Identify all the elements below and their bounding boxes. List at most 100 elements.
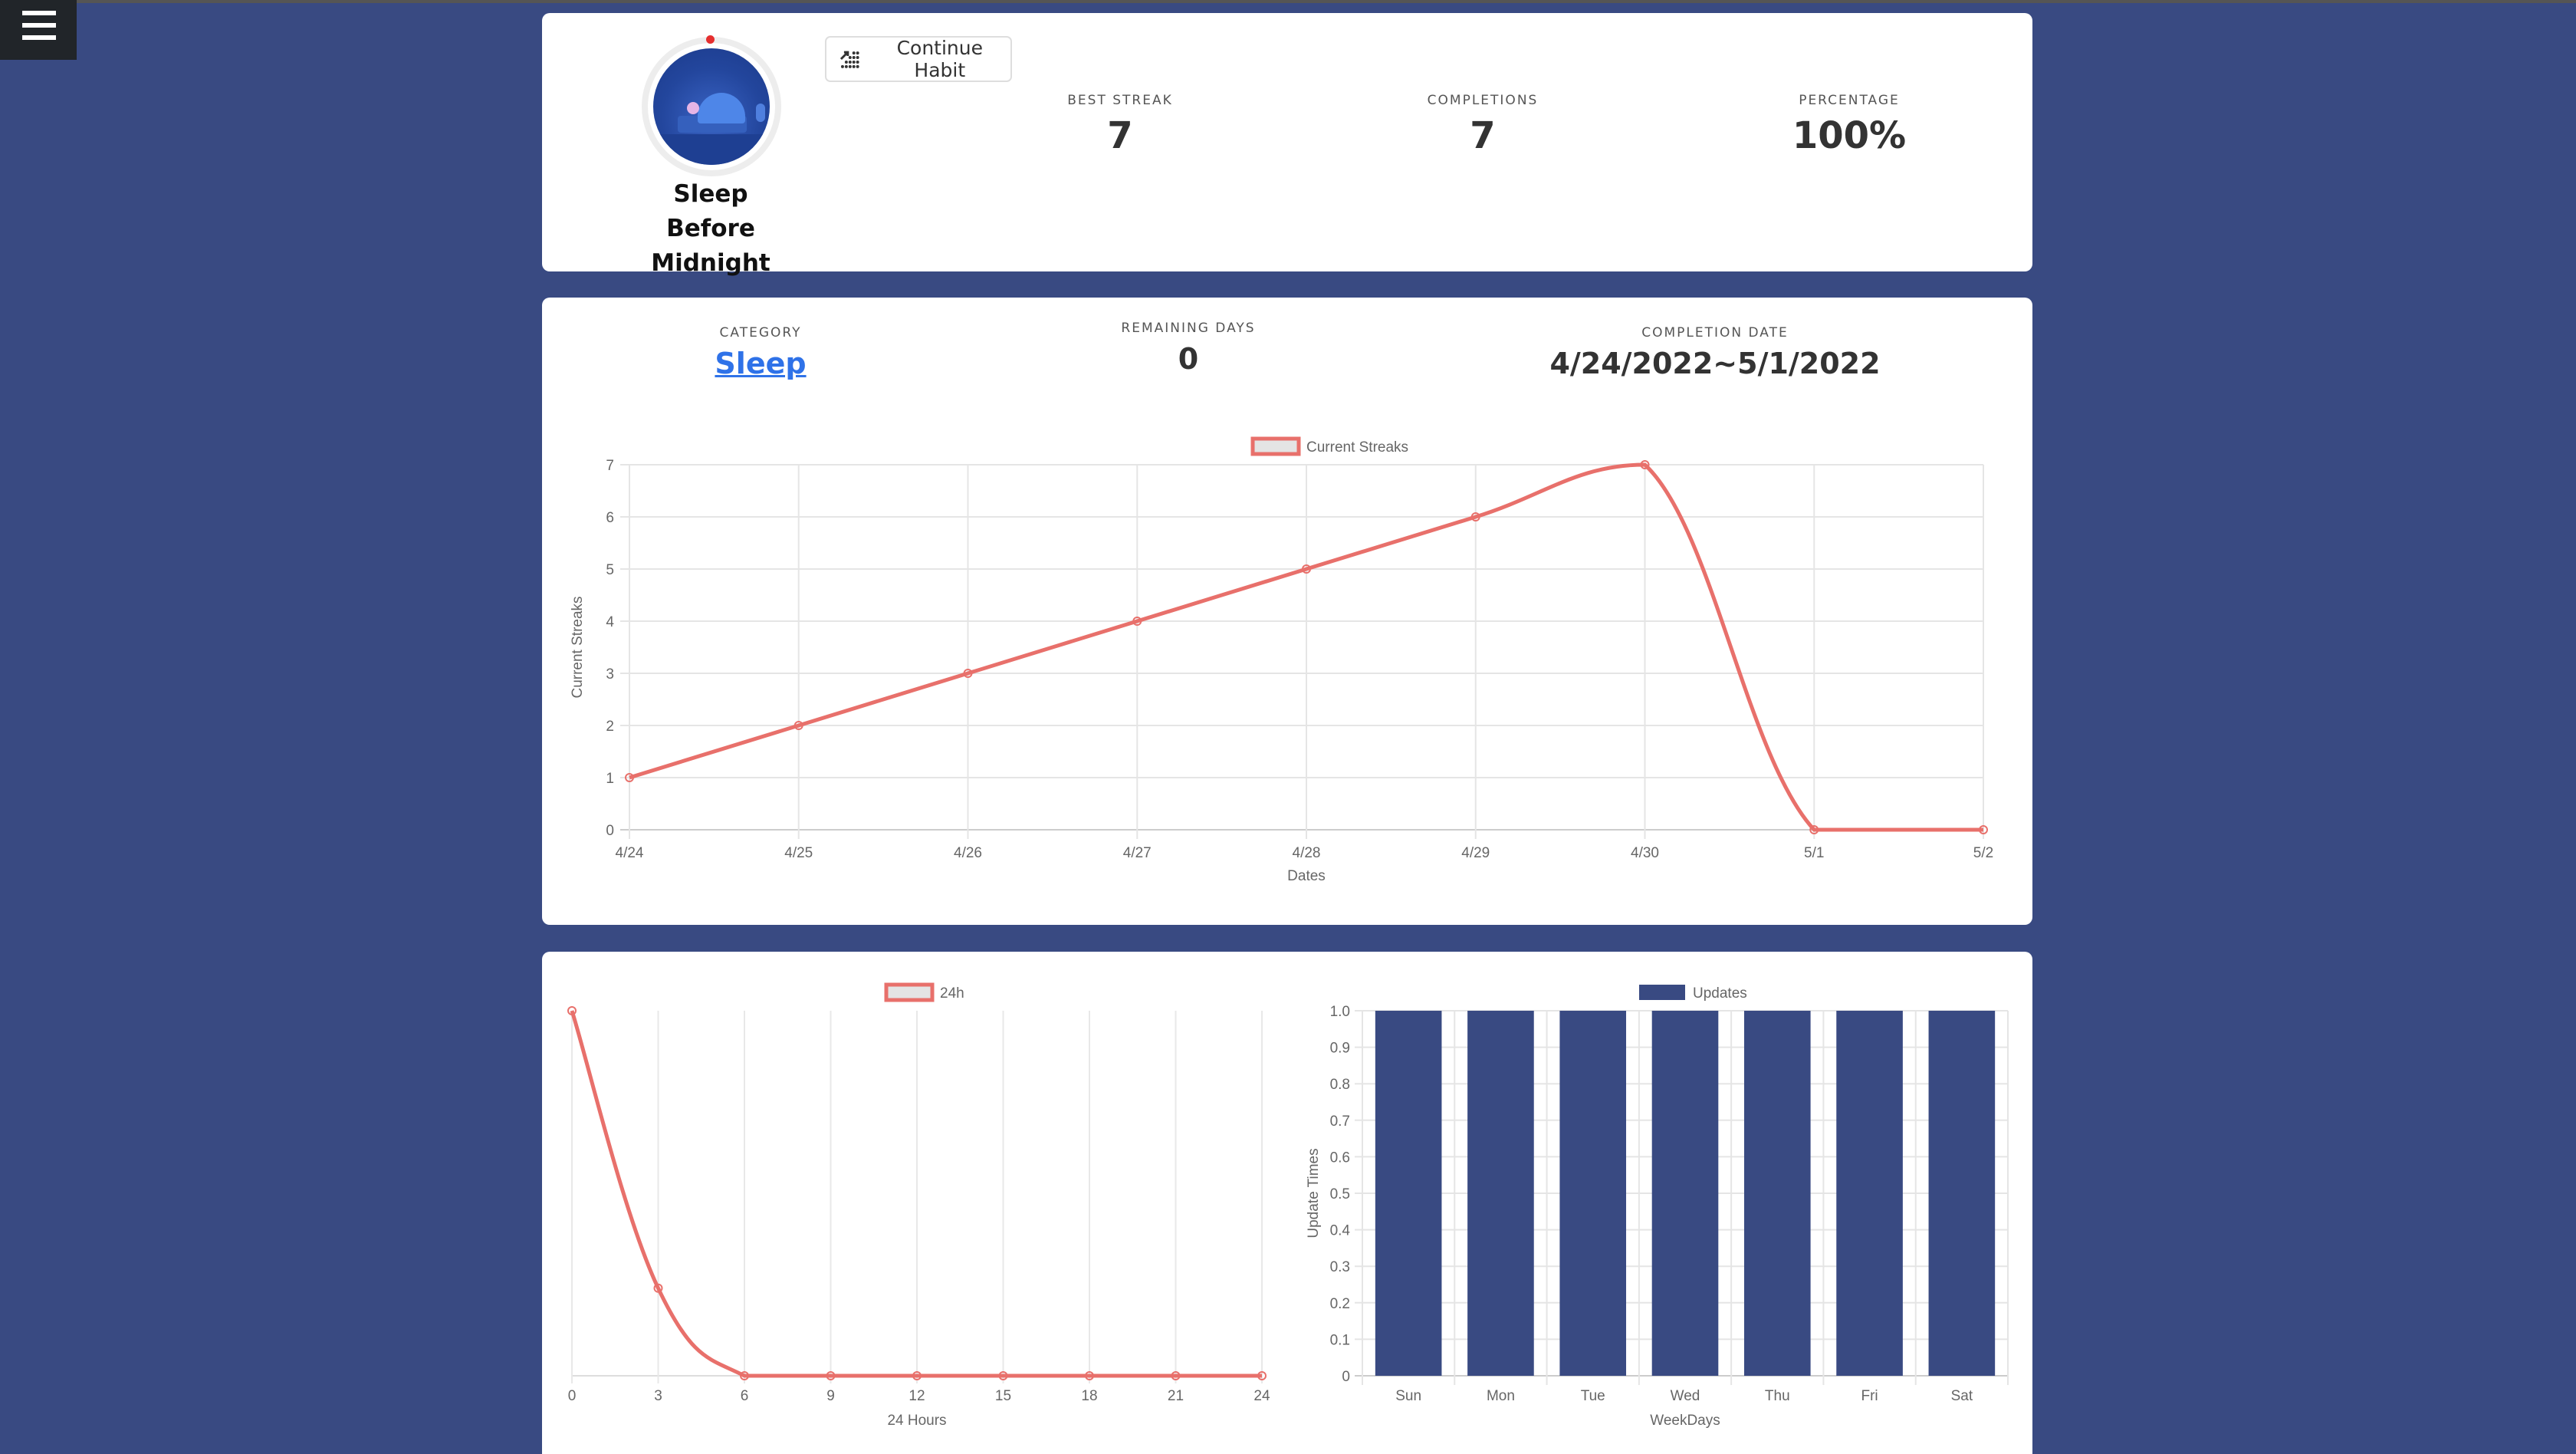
legend-label[interactable]: 24h <box>940 985 964 1002</box>
x-axis-title: 24 Hours <box>887 1413 946 1429</box>
y-tick-label: 1.0 <box>1330 1004 1350 1020</box>
x-tick-label: Mon <box>1487 1388 1515 1404</box>
stat-completions: COMPLETIONS 7 <box>1322 93 1644 157</box>
x-tick-label: 0 <box>568 1388 577 1404</box>
y-tick-label: 7 <box>606 458 614 474</box>
y-tick-label: 0.4 <box>1330 1223 1351 1239</box>
weekday-bar[interactable] <box>1467 1011 1534 1376</box>
completion-date-value: 4/24/2022~5/1/2022 <box>1549 347 1881 380</box>
data-point[interactable] <box>998 1371 1008 1380</box>
streak-line <box>629 462 1983 832</box>
legend-swatch[interactable] <box>884 982 935 1002</box>
hamburger-menu-icon <box>22 11 56 15</box>
stat-label: BEST STREAK <box>1067 93 1173 108</box>
y-tick-label: 1 <box>606 771 614 787</box>
hamburger-menu-icon-bar <box>22 23 56 28</box>
data-point[interactable] <box>1979 825 1988 834</box>
data-point[interactable] <box>794 721 803 730</box>
legend-label[interactable]: Updates <box>1693 985 1747 1002</box>
x-axis-title: WeekDays <box>1650 1413 1720 1429</box>
data-point[interactable] <box>1132 617 1142 626</box>
x-tick-label: 3 <box>654 1388 662 1404</box>
x-tick-label: 5/1 <box>1804 845 1824 861</box>
data-point[interactable] <box>912 1371 922 1380</box>
stat-best-streak: BEST STREAK 7 <box>959 93 1281 157</box>
y-tick-label: 0.5 <box>1330 1186 1350 1202</box>
legend-swatch[interactable] <box>1250 436 1301 456</box>
remaining-days-value: 0 <box>1178 342 1199 376</box>
habit-name: Sleep Before Midnight <box>651 180 770 277</box>
y-tick-label: 0.8 <box>1330 1077 1350 1093</box>
avatar-progress-dot <box>706 35 715 44</box>
data-point[interactable] <box>1171 1371 1181 1380</box>
data-point[interactable] <box>1085 1371 1094 1380</box>
data-point[interactable] <box>625 773 634 782</box>
x-tick-label: 6 <box>741 1388 749 1404</box>
habit-avatar <box>642 37 781 176</box>
completion-date-label: COMPLETION DATE <box>1641 325 1789 340</box>
weekday-bar[interactable] <box>1651 1011 1719 1376</box>
hamburger-menu-button[interactable] <box>0 0 77 60</box>
y-tick-label: 0.3 <box>1330 1259 1350 1275</box>
weekday-bar[interactable] <box>1928 1011 1996 1376</box>
data-point[interactable] <box>1470 512 1480 521</box>
data-point[interactable] <box>1809 825 1819 834</box>
y-axis-title: Current Streaks <box>570 596 586 698</box>
x-tick-label: 5/2 <box>1973 845 1993 861</box>
habit-details-card: CATEGORY Sleep REMAINING DAYS 0 COMPLETI… <box>542 298 2032 925</box>
category-info: CATEGORY Sleep <box>646 325 876 380</box>
x-axis-title: Dates <box>1287 868 1326 884</box>
x-tick-label: 21 <box>1168 1388 1184 1404</box>
y-tick-label: 0.9 <box>1330 1041 1350 1057</box>
y-tick-label: 0.7 <box>1330 1114 1350 1130</box>
x-tick-label: Wed <box>1671 1388 1700 1404</box>
weekday-bar-chart: 0 0.1 0.2 0.3 0.4 0.5 0.6 0.7 0.8 0.9 1.0 Sun Mon Tue… <box>1306 985 2009 1429</box>
hours-line-chart: 0 3 6 9 12 15 18 21 24 24 Hours 24h <box>567 982 1270 1429</box>
data-point[interactable] <box>1640 460 1650 469</box>
window-top-border <box>0 0 2576 3</box>
x-tick-label: 15 <box>995 1388 1011 1404</box>
legend-swatch[interactable] <box>1639 985 1685 1000</box>
data-point[interactable] <box>1257 1371 1267 1380</box>
x-tick-label: 9 <box>826 1388 835 1404</box>
category-label: CATEGORY <box>719 325 802 340</box>
category-link[interactable]: Sleep <box>715 347 807 380</box>
y-tick-label: 0 <box>1342 1369 1350 1385</box>
remaining-days-info: REMAINING DAYS 0 <box>1073 321 1303 376</box>
stat-percentage: PERCENTAGE 100% <box>1688 93 2010 157</box>
y-tick-label: 6 <box>606 510 614 526</box>
data-point[interactable] <box>826 1371 836 1380</box>
x-tick-label: Thu <box>1765 1388 1790 1404</box>
legend-label[interactable]: Current Streaks <box>1306 439 1408 456</box>
y-tick-label: 4 <box>606 614 614 630</box>
continue-habit-button[interactable]: Continue Habit <box>825 36 1012 82</box>
y-tick-label: 5 <box>606 562 614 578</box>
y-tick-label: 0 <box>606 823 614 839</box>
x-tick-label: Tue <box>1581 1388 1605 1404</box>
x-tick-label: Fri <box>1861 1388 1878 1404</box>
x-tick-label: 24 <box>1254 1388 1270 1404</box>
data-point[interactable] <box>740 1371 749 1380</box>
x-tick-label: 4/28 <box>1293 845 1321 861</box>
x-tick-label: 4/26 <box>954 845 982 861</box>
y-tick-label: 3 <box>606 666 614 683</box>
weekday-bar[interactable] <box>1743 1011 1811 1376</box>
weekday-bar[interactable] <box>1559 1011 1627 1376</box>
data-point[interactable] <box>567 1006 577 1015</box>
weekday-bar[interactable] <box>1375 1011 1442 1376</box>
stat-label: PERCENTAGE <box>1799 93 1900 108</box>
x-tick-label: 4/27 <box>1123 845 1152 861</box>
x-tick-label: Sun <box>1395 1388 1421 1404</box>
stat-value: 7 <box>1107 114 1133 157</box>
y-tick-label: 0.2 <box>1330 1296 1350 1312</box>
weekday-bar[interactable] <box>1836 1011 1903 1376</box>
x-tick-label: Sat <box>1951 1388 1973 1404</box>
habit-summary-card: Sleep Before Midnight Continue Habit BES… <box>542 13 2032 277</box>
continue-habit-label: Continue Habit <box>896 37 983 81</box>
remaining-days-label: REMAINING DAYS <box>1121 321 1256 336</box>
y-tick-label: 0.1 <box>1330 1332 1350 1348</box>
data-point[interactable] <box>1302 564 1311 574</box>
x-tick-label: 4/24 <box>616 845 644 861</box>
data-point[interactable] <box>653 1283 663 1293</box>
data-point[interactable] <box>963 669 973 678</box>
